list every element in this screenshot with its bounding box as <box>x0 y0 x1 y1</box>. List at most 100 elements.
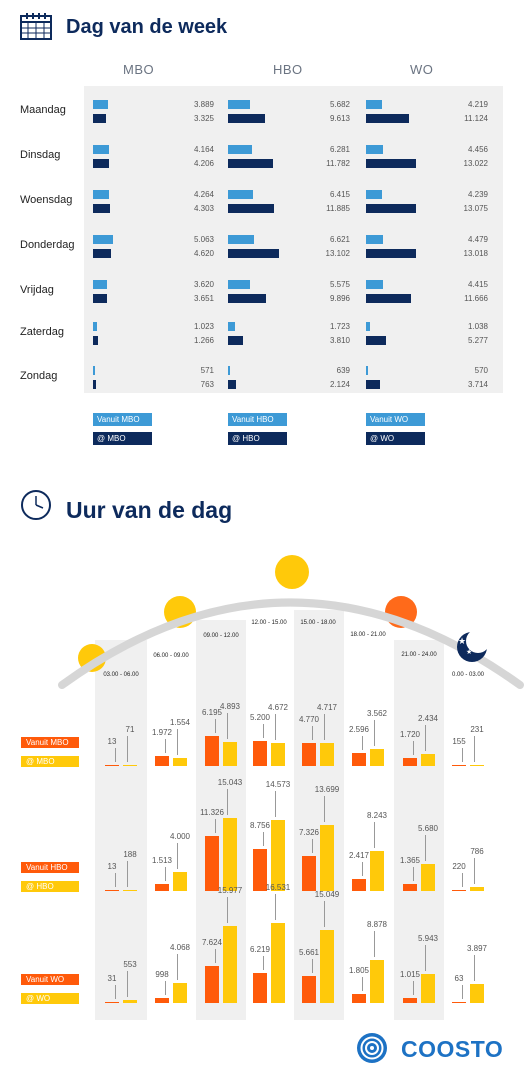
value-tick-wo-1-3 <box>275 894 276 920</box>
value-tick-mbo-0-5 <box>362 736 363 751</box>
value-hbo-vanuit-6: 639 <box>336 366 350 375</box>
value-tick-wo-1-4 <box>324 901 325 928</box>
time-label-0: 03.00 - 06.00 <box>103 672 139 678</box>
day-label-zondag: Zondag <box>20 370 58 382</box>
label-vanuit-hbo: Vanuit HBO <box>21 862 79 873</box>
value-tick-wo-0-4 <box>312 958 313 973</box>
hour-value-hbo-vanuit-5: 2.417 <box>348 851 370 861</box>
week-chart-panel <box>84 86 503 393</box>
hour-value-hbo-at-4: 13.699 <box>314 784 340 794</box>
bar-mbo-at-0 <box>93 114 106 123</box>
bar-hbo-vanuit-0 <box>228 100 250 109</box>
value-tick-mbo-1-2 <box>227 713 228 740</box>
hour-value-wo-at-7: 3.897 <box>466 944 488 954</box>
legend-at-wo: @ WO <box>366 432 425 445</box>
hour-value-hbo-vanuit-0: 13 <box>107 862 117 871</box>
hour-bar-hbo-at-7 <box>470 887 484 891</box>
bar-wo-at-1 <box>366 159 417 168</box>
value-tick-hbo-0-6 <box>413 867 414 882</box>
value-tick-mbo-0-3 <box>263 723 264 738</box>
bar-wo-at-4 <box>366 294 411 303</box>
day-label-donderdag: Donderdag <box>20 239 75 251</box>
bar-wo-at-3 <box>366 249 417 258</box>
value-wo-vanuit-1: 4.456 <box>467 145 488 154</box>
value-mbo-at-2: 4.303 <box>193 204 214 213</box>
hour-value-mbo-at-0: 71 <box>125 725 135 734</box>
svg-text:★: ★ <box>466 648 472 656</box>
value-hbo-at-3: 13.102 <box>325 249 350 258</box>
bar-wo-vanuit-0 <box>366 100 383 109</box>
hour-value-hbo-at-7: 786 <box>470 847 484 857</box>
bar-hbo-vanuit-6 <box>228 366 231 375</box>
value-wo-at-6: 3.714 <box>467 380 488 389</box>
value-tick-wo-1-5 <box>374 931 375 958</box>
label-at-mbo: @ MBO <box>21 756 79 767</box>
value-hbo-at-2: 11.885 <box>326 204 350 213</box>
value-tick-wo-0-3 <box>263 955 264 970</box>
hour-bar-hbo-vanuit-5 <box>352 879 366 891</box>
hour-value-mbo-vanuit-0: 13 <box>107 737 117 746</box>
hour-value-mbo-vanuit-2: 6.195 <box>201 708 223 718</box>
value-hbo-at-4: 9.896 <box>329 294 350 303</box>
bar-hbo-at-0 <box>228 114 266 123</box>
value-tick-mbo-0-4 <box>312 725 313 740</box>
bar-mbo-at-4 <box>93 294 108 303</box>
hour-value-wo-vanuit-5: 1.805 <box>348 966 370 976</box>
hour-bar-mbo-vanuit-0 <box>105 765 119 766</box>
hour-bar-mbo-at-4 <box>320 743 334 766</box>
time-column-bg-3 <box>196 620 246 1020</box>
value-tick-hbo-0-4 <box>312 838 313 853</box>
column-header-hbo: HBO <box>273 62 303 77</box>
bar-wo-at-5 <box>366 336 387 345</box>
value-wo-vanuit-5: 1.038 <box>467 322 488 331</box>
hour-value-hbo-vanuit-1: 1.513 <box>151 855 173 865</box>
value-wo-at-2: 13.075 <box>463 204 488 213</box>
hour-bar-mbo-at-2 <box>223 742 237 766</box>
hour-bar-wo-vanuit-3 <box>253 972 267 1003</box>
time-label-3: 12.00 - 15.00 <box>251 620 287 626</box>
value-tick-wo-0-6 <box>413 981 414 996</box>
value-tick-hbo-1-5 <box>374 822 375 849</box>
bar-wo-vanuit-2 <box>366 190 383 199</box>
bar-mbo-vanuit-1 <box>93 145 110 154</box>
value-hbo-at-1: 11.782 <box>326 159 350 168</box>
value-mbo-vanuit-4: 3.620 <box>193 280 214 289</box>
hour-value-mbo-at-7: 231 <box>470 724 484 734</box>
legend-vanuit-wo: Vanuit WO <box>366 413 425 426</box>
value-mbo-at-3: 4.620 <box>193 249 214 258</box>
value-tick-wo-0-7 <box>462 985 463 999</box>
value-tick-mbo-1-4 <box>324 714 325 741</box>
hour-bar-hbo-at-5 <box>370 851 384 891</box>
hour-value-wo-vanuit-0: 31 <box>107 974 117 983</box>
day-label-dinsdag: Dinsdag <box>20 149 61 161</box>
value-mbo-at-4: 3.651 <box>193 294 214 303</box>
hour-bar-mbo-vanuit-7 <box>452 765 466 766</box>
value-tick-mbo-0-0 <box>115 748 116 762</box>
hour-value-hbo-at-1: 4.000 <box>169 831 191 841</box>
bar-hbo-vanuit-1 <box>228 145 253 154</box>
hour-value-wo-at-2: 15.977 <box>217 885 243 895</box>
column-header-mbo: MBO <box>123 62 155 77</box>
value-hbo-at-5: 3.810 <box>329 336 350 345</box>
value-mbo-vanuit-5: 1.023 <box>193 322 214 331</box>
label-at-hbo: @ HBO <box>21 881 79 892</box>
hour-bar-wo-at-2 <box>223 925 237 1003</box>
hour-value-wo-at-5: 8.878 <box>366 920 388 930</box>
value-wo-vanuit-6: 570 <box>474 366 488 375</box>
value-mbo-vanuit-0: 3.889 <box>193 100 214 109</box>
hour-bar-wo-at-1 <box>173 983 187 1003</box>
hour-bar-mbo-at-3 <box>271 743 285 766</box>
hour-bar-hbo-at-2 <box>223 818 237 891</box>
value-mbo-at-5: 1.266 <box>193 336 214 345</box>
value-hbo-vanuit-2: 6.415 <box>329 190 350 199</box>
bar-mbo-at-6 <box>93 380 96 389</box>
value-hbo-vanuit-3: 6.621 <box>329 235 350 244</box>
hour-bar-hbo-at-3 <box>271 820 285 891</box>
hour-value-wo-vanuit-2: 7.624 <box>201 938 223 948</box>
coosto-logo-icon <box>357 1033 387 1063</box>
hour-bar-wo-at-4 <box>320 930 334 1003</box>
hour-bar-hbo-vanuit-3 <box>253 848 267 891</box>
value-hbo-at-6: 2.124 <box>329 380 350 389</box>
bar-hbo-vanuit-3 <box>228 235 254 244</box>
bar-wo-vanuit-3 <box>366 235 384 244</box>
